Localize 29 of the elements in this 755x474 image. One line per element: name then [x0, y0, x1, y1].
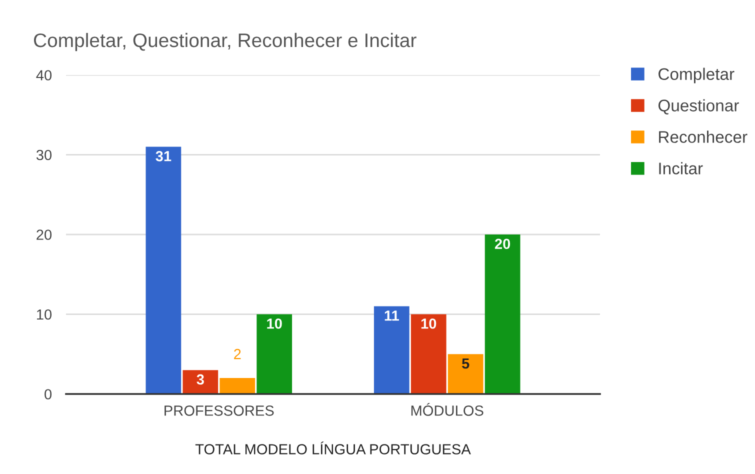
data-label: 5: [462, 358, 470, 369]
data-label: 11: [384, 310, 399, 321]
bar: [220, 378, 256, 394]
bar: [182, 370, 218, 394]
data-label: 3: [196, 374, 204, 385]
legend-label: Completar: [658, 68, 734, 84]
y-tick-label: 20: [36, 230, 52, 240]
legend-label: Questionar: [658, 99, 739, 114]
x-tick-label: PROFESSORES: [164, 405, 274, 416]
bar: [256, 314, 292, 394]
legend-label: Reconhecer: [659, 130, 748, 143]
data-label: 10: [421, 318, 436, 329]
bar: [484, 234, 520, 394]
x-tick-label: MÓDULOS: [411, 403, 484, 416]
y-tick-label: 30: [36, 150, 52, 160]
bar: [448, 354, 484, 394]
bar: [146, 146, 182, 394]
legend-label: Incitar: [659, 162, 703, 174]
chart-title: Completar, Questionar, Reconhecer e Incitar: [34, 32, 416, 52]
y-tick-label: 0: [44, 389, 52, 400]
bar: [374, 306, 410, 394]
data-label: 31: [156, 150, 172, 162]
data-label: 2: [234, 348, 241, 360]
data-label: 20: [494, 238, 510, 250]
y-tick-label: 40: [36, 70, 52, 80]
y-tick-label: 10: [37, 309, 52, 320]
data-label: 10: [267, 318, 282, 329]
bar: [410, 314, 446, 394]
x-axis-title: TOTAL MODELO LÍNGUA PORTUGUESA: [195, 442, 471, 454]
